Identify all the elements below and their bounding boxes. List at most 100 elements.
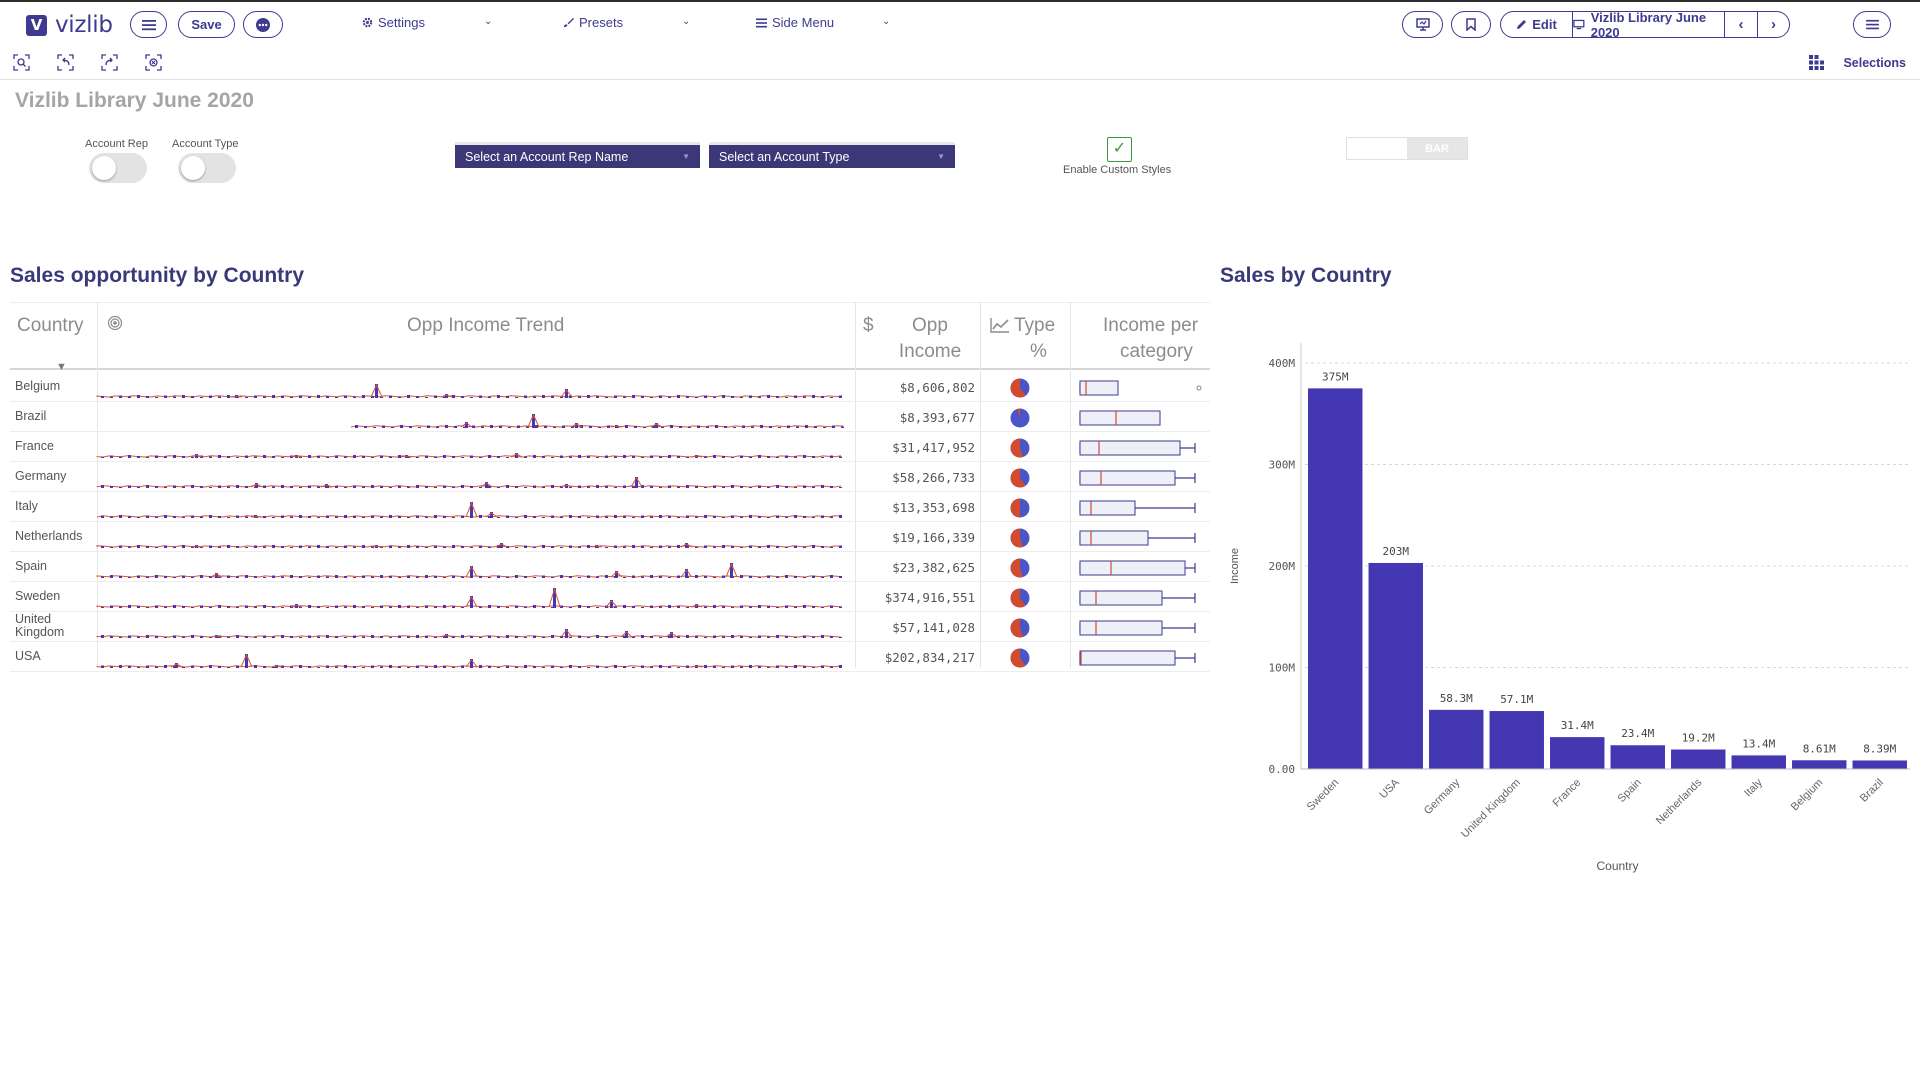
next-sheet-button[interactable]: › <box>1758 12 1789 37</box>
table-row[interactable]: Sweden $374,916,551 <box>10 582 1210 612</box>
table-row[interactable]: France $31,417,952 <box>10 432 1210 462</box>
income-category-boxplot[interactable] <box>1078 558 1203 578</box>
table-row[interactable]: Netherlands $19,166,339 <box>10 522 1210 552</box>
income-trend-sparkline[interactable] <box>95 554 847 580</box>
save-button[interactable]: Save <box>178 11 235 38</box>
bar-spain[interactable] <box>1610 745 1665 769</box>
opp-income-header-line2[interactable]: Income <box>898 341 962 362</box>
category-header-line2[interactable]: category <box>1120 341 1193 362</box>
country-cell[interactable]: Italy <box>15 499 38 513</box>
sheet-selector-button[interactable]: Vizlib Library June 2020 <box>1573 12 1725 37</box>
bar-germany[interactable] <box>1429 709 1484 769</box>
country-cell[interactable]: France <box>15 439 54 453</box>
more-options-button[interactable] <box>243 11 283 38</box>
income-category-boxplot[interactable] <box>1078 468 1203 488</box>
navigation-menu-button[interactable] <box>130 11 167 38</box>
income-category-boxplot[interactable] <box>1078 588 1203 608</box>
type-header-line1[interactable]: Type <box>1014 315 1056 336</box>
table-row[interactable]: Germany $58,266,733 <box>10 462 1210 492</box>
income-category-boxplot[interactable] <box>1078 498 1203 518</box>
country-cell[interactable]: Netherlands <box>15 529 83 543</box>
country-cell[interactable]: United Kingdom <box>15 612 65 639</box>
account-rep-toggle[interactable] <box>89 153 147 183</box>
type-pie-chart[interactable] <box>1010 378 1030 398</box>
table-row[interactable]: Brazil $8,393,677 <box>10 402 1210 432</box>
country-cell[interactable]: Spain <box>15 559 47 573</box>
bar-brazil[interactable] <box>1852 760 1907 769</box>
trend-header[interactable]: Opp Income Trend <box>407 315 565 336</box>
selections-grid-icon[interactable] <box>1809 55 1824 70</box>
presets-menu[interactable]: Presets ⌄ <box>563 15 690 30</box>
target-icon[interactable] <box>107 315 123 331</box>
bar-usa[interactable] <box>1368 562 1423 769</box>
table-row[interactable]: USA $202,834,217 <box>10 642 1210 672</box>
previous-sheet-button[interactable]: ‹ <box>1725 12 1758 37</box>
bar-italy[interactable] <box>1731 755 1786 769</box>
bar-netherlands[interactable] <box>1671 749 1726 769</box>
sparkline-bar <box>326 607 329 608</box>
sparkline-bar <box>137 636 140 638</box>
sort-descending-icon[interactable]: ▼ <box>56 361 67 373</box>
bar-belgium[interactable] <box>1792 760 1847 769</box>
bar-united-kingdom[interactable] <box>1489 711 1544 769</box>
income-trend-sparkline[interactable] <box>95 524 847 550</box>
type-pie-chart[interactable] <box>1010 438 1030 458</box>
global-menu-button[interactable] <box>1853 11 1891 38</box>
selections-button[interactable]: Selections <box>1843 56 1906 70</box>
income-category-boxplot[interactable] <box>1078 438 1203 458</box>
table-row[interactable]: Spain $23,382,625 <box>10 552 1210 582</box>
income-category-boxplot[interactable] <box>1078 528 1203 548</box>
income-trend-sparkline[interactable] <box>95 434 847 460</box>
clear-selections-icon[interactable] <box>145 54 162 71</box>
country-cell[interactable]: Sweden <box>15 589 61 603</box>
smart-search-icon[interactable] <box>13 54 30 71</box>
table-row[interactable]: United Kingdom $57,141,028 <box>10 612 1210 642</box>
side-menu-menu[interactable]: Side Menu ⌄ <box>756 15 890 30</box>
income-category-boxplot[interactable] <box>1078 378 1203 398</box>
country-cell[interactable]: USA <box>15 649 41 663</box>
step-back-icon[interactable] <box>57 54 74 71</box>
income-trend-sparkline[interactable] <box>95 404 847 430</box>
presentation-button[interactable] <box>1402 11 1443 38</box>
table-row[interactable]: Italy $13,353,698 <box>10 492 1210 522</box>
app-logo[interactable]: V vizlib <box>26 12 113 38</box>
table-row[interactable]: Belgium $8,606,802 <box>10 372 1210 402</box>
type-pie-chart[interactable] <box>1010 648 1030 668</box>
account-rep-dropdown[interactable]: Select an Account Rep Name ▼ <box>455 142 700 168</box>
switch-off-segment[interactable] <box>1347 138 1407 159</box>
enable-custom-styles-checkbox[interactable]: ✓ <box>1107 137 1132 162</box>
bookmark-button[interactable] <box>1451 11 1491 38</box>
country-cell[interactable]: Belgium <box>15 379 61 393</box>
opp-income-header-line1[interactable]: Opp <box>912 315 948 336</box>
account-type-toggle[interactable] <box>178 153 236 183</box>
income-category-boxplot[interactable] <box>1078 618 1203 638</box>
switch-bar-segment[interactable]: BAR <box>1407 138 1467 159</box>
type-pie-chart[interactable] <box>1010 588 1030 608</box>
chart-type-switch[interactable]: BAR <box>1346 137 1468 160</box>
income-trend-sparkline[interactable] <box>95 614 847 640</box>
type-pie-chart[interactable] <box>1010 468 1030 488</box>
country-cell[interactable]: Brazil <box>15 409 47 423</box>
income-trend-sparkline[interactable] <box>95 644 847 670</box>
category-header-line1[interactable]: Income per <box>1103 315 1199 336</box>
income-trend-sparkline[interactable] <box>95 494 847 520</box>
bar-france[interactable] <box>1550 737 1605 769</box>
settings-menu[interactable]: Settings ⌄ <box>362 15 492 30</box>
type-pie-chart[interactable] <box>1010 558 1030 578</box>
edit-button[interactable]: Edit <box>1501 12 1573 37</box>
type-pie-chart[interactable] <box>1010 528 1030 548</box>
country-cell[interactable]: Germany <box>15 469 67 483</box>
step-forward-icon[interactable] <box>101 54 118 71</box>
type-pie-chart[interactable] <box>1010 618 1030 638</box>
income-trend-sparkline[interactable] <box>95 374 847 400</box>
bar-sweden[interactable] <box>1308 388 1363 769</box>
income-trend-sparkline[interactable] <box>95 464 847 490</box>
income-category-boxplot[interactable] <box>1078 408 1203 428</box>
type-pie-chart[interactable] <box>1010 408 1030 428</box>
type-header-line2[interactable]: % <box>1030 341 1047 362</box>
income-category-boxplot[interactable] <box>1078 648 1203 668</box>
account-type-dropdown[interactable]: Select an Account Type ▼ <box>709 142 955 168</box>
country-header[interactable]: Country <box>17 315 84 336</box>
type-pie-chart[interactable] <box>1010 498 1030 518</box>
income-trend-sparkline[interactable] <box>95 584 847 610</box>
